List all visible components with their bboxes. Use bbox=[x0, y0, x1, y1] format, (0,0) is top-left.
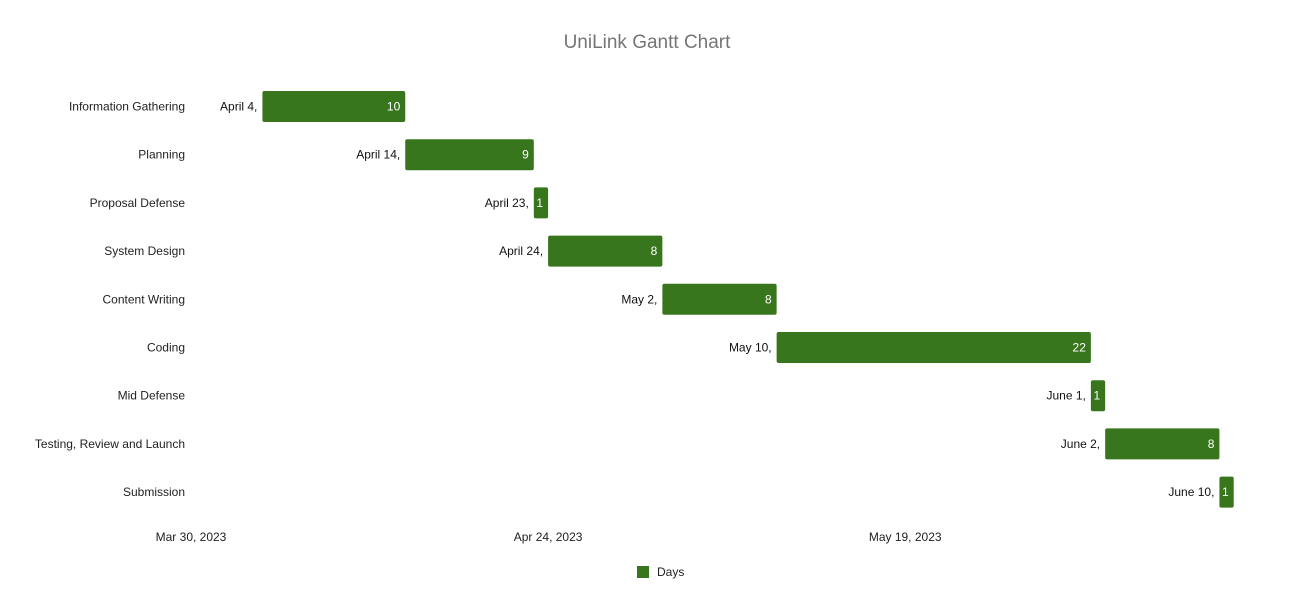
start-date-label: June 10, bbox=[1168, 485, 1214, 499]
gantt-bar bbox=[405, 139, 534, 171]
category-label: Testing, Review and Launch bbox=[35, 437, 185, 451]
category-label: Coding bbox=[147, 341, 185, 355]
legend-label-days: Days bbox=[657, 565, 684, 579]
duration-label: 8 bbox=[765, 292, 772, 306]
category-label: System Design bbox=[104, 244, 185, 258]
category-label: Information Gathering bbox=[69, 100, 185, 114]
legend-swatch-days bbox=[637, 566, 649, 578]
duration-label: 1 bbox=[536, 196, 543, 210]
gantt-bar bbox=[533, 187, 549, 219]
gantt-bar bbox=[1105, 428, 1220, 460]
start-date-label: June 2, bbox=[1061, 437, 1100, 451]
duration-label: 22 bbox=[1073, 341, 1087, 355]
category-label: Content Writing bbox=[103, 292, 185, 306]
start-date-label: April 4, bbox=[220, 100, 257, 114]
duration-label: 1 bbox=[1093, 389, 1100, 403]
start-date-label: May 2, bbox=[621, 292, 657, 306]
duration-label: 8 bbox=[651, 244, 658, 258]
start-date-label: April 14, bbox=[356, 148, 400, 162]
category-label: Submission bbox=[123, 485, 185, 499]
start-date-label: April 23, bbox=[485, 196, 529, 210]
start-date-label: April 24, bbox=[499, 244, 543, 258]
gantt-bar bbox=[776, 332, 1091, 363]
gantt-bar bbox=[1219, 476, 1234, 508]
category-label: Mid Defense bbox=[118, 389, 186, 403]
start-date-label: May 10, bbox=[729, 341, 772, 355]
gantt-bar bbox=[662, 283, 777, 315]
start-date-label: June 1, bbox=[1047, 389, 1086, 403]
duration-label: 9 bbox=[522, 148, 529, 162]
category-label: Planning bbox=[138, 148, 185, 162]
x-tick-label: Apr 24, 2023 bbox=[514, 530, 583, 544]
duration-label: 1 bbox=[1222, 485, 1229, 499]
gantt-bar bbox=[548, 235, 663, 267]
gantt-bar bbox=[262, 91, 406, 122]
x-tick-label: May 19, 2023 bbox=[869, 530, 942, 544]
chart-title: UniLink Gantt Chart bbox=[564, 32, 732, 53]
chart-legend: Days bbox=[637, 565, 684, 579]
x-tick-label: Mar 30, 2023 bbox=[156, 530, 227, 544]
duration-label: 10 bbox=[387, 100, 401, 114]
gantt-bar bbox=[1090, 380, 1106, 412]
duration-label: 8 bbox=[1208, 437, 1215, 451]
x-axis-ticks: Mar 30, 2023 Apr 24, 2023 May 19, 2023 bbox=[156, 530, 942, 544]
chart-rows: Information Gathering April 4, 10 Planning A… bbox=[35, 91, 1234, 508]
category-label: Proposal Defense bbox=[90, 196, 186, 210]
